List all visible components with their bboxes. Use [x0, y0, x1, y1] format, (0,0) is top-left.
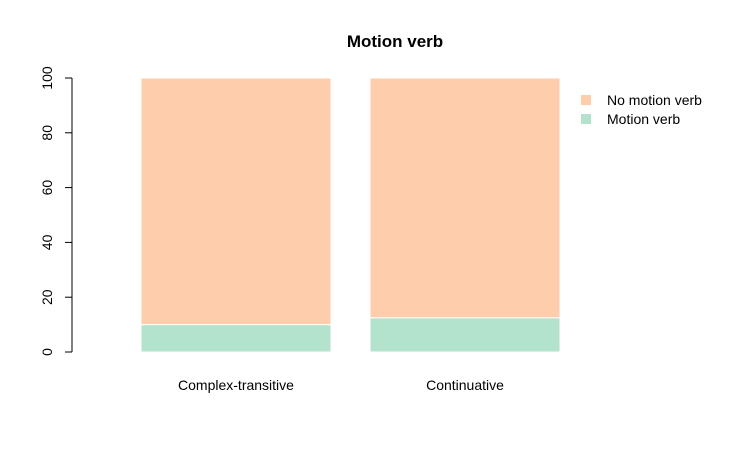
- bar-motion-verb-1: [369, 317, 561, 353]
- category-labels: Complex-transitive Continuative: [178, 377, 504, 393]
- y-tick-label: 60: [39, 180, 55, 196]
- legend-label: Motion verb: [607, 111, 680, 127]
- y-tick-label: 100: [39, 66, 55, 90]
- bar-motion-verb-0: [140, 324, 332, 353]
- bar-no-motion-verb-0: [140, 77, 332, 326]
- category-label: Continuative: [426, 377, 504, 393]
- legend: No motion verb Motion verb: [581, 92, 702, 127]
- bars-group: [140, 77, 561, 353]
- y-axis: 0 20 40 60 80 100: [39, 66, 73, 356]
- y-tick-label: 0: [39, 348, 55, 356]
- category-label: Complex-transitive: [178, 377, 294, 393]
- legend-swatch: [581, 114, 591, 124]
- y-tick-label: 20: [39, 289, 55, 305]
- legend-swatch: [581, 95, 591, 105]
- bar-no-motion-verb-1: [369, 77, 561, 319]
- y-tick-label: 40: [39, 234, 55, 250]
- chart-title: Motion verb: [347, 32, 443, 51]
- legend-label: No motion verb: [607, 92, 702, 108]
- y-tick-label: 80: [39, 125, 55, 141]
